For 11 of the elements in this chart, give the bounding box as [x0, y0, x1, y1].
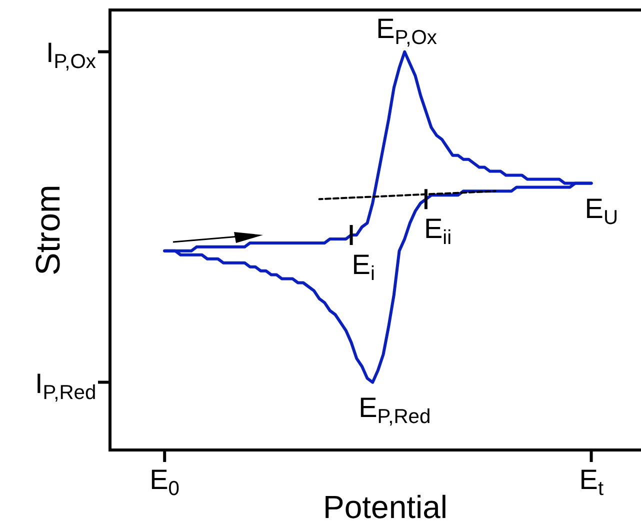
annotation: E$_{i}$ [352, 248, 375, 286]
annotation: E$_{U}$ [584, 193, 618, 230]
annotation: E$_{P,Red}$ [358, 392, 431, 428]
x-axis-title: Potential [323, 489, 448, 525]
text: I$_{P,Ox}$ [46, 37, 96, 74]
text: E$_{P,Ox}$ [376, 12, 437, 49]
y-axis-title: Strom [28, 184, 67, 276]
x-tick-label: E$_{0}$ [150, 464, 180, 500]
annotation: E$_{ii}$ [424, 213, 452, 250]
text: I$_{P,Red}$ [35, 368, 96, 404]
x-tick-label: E$_{t}$ [579, 464, 604, 500]
